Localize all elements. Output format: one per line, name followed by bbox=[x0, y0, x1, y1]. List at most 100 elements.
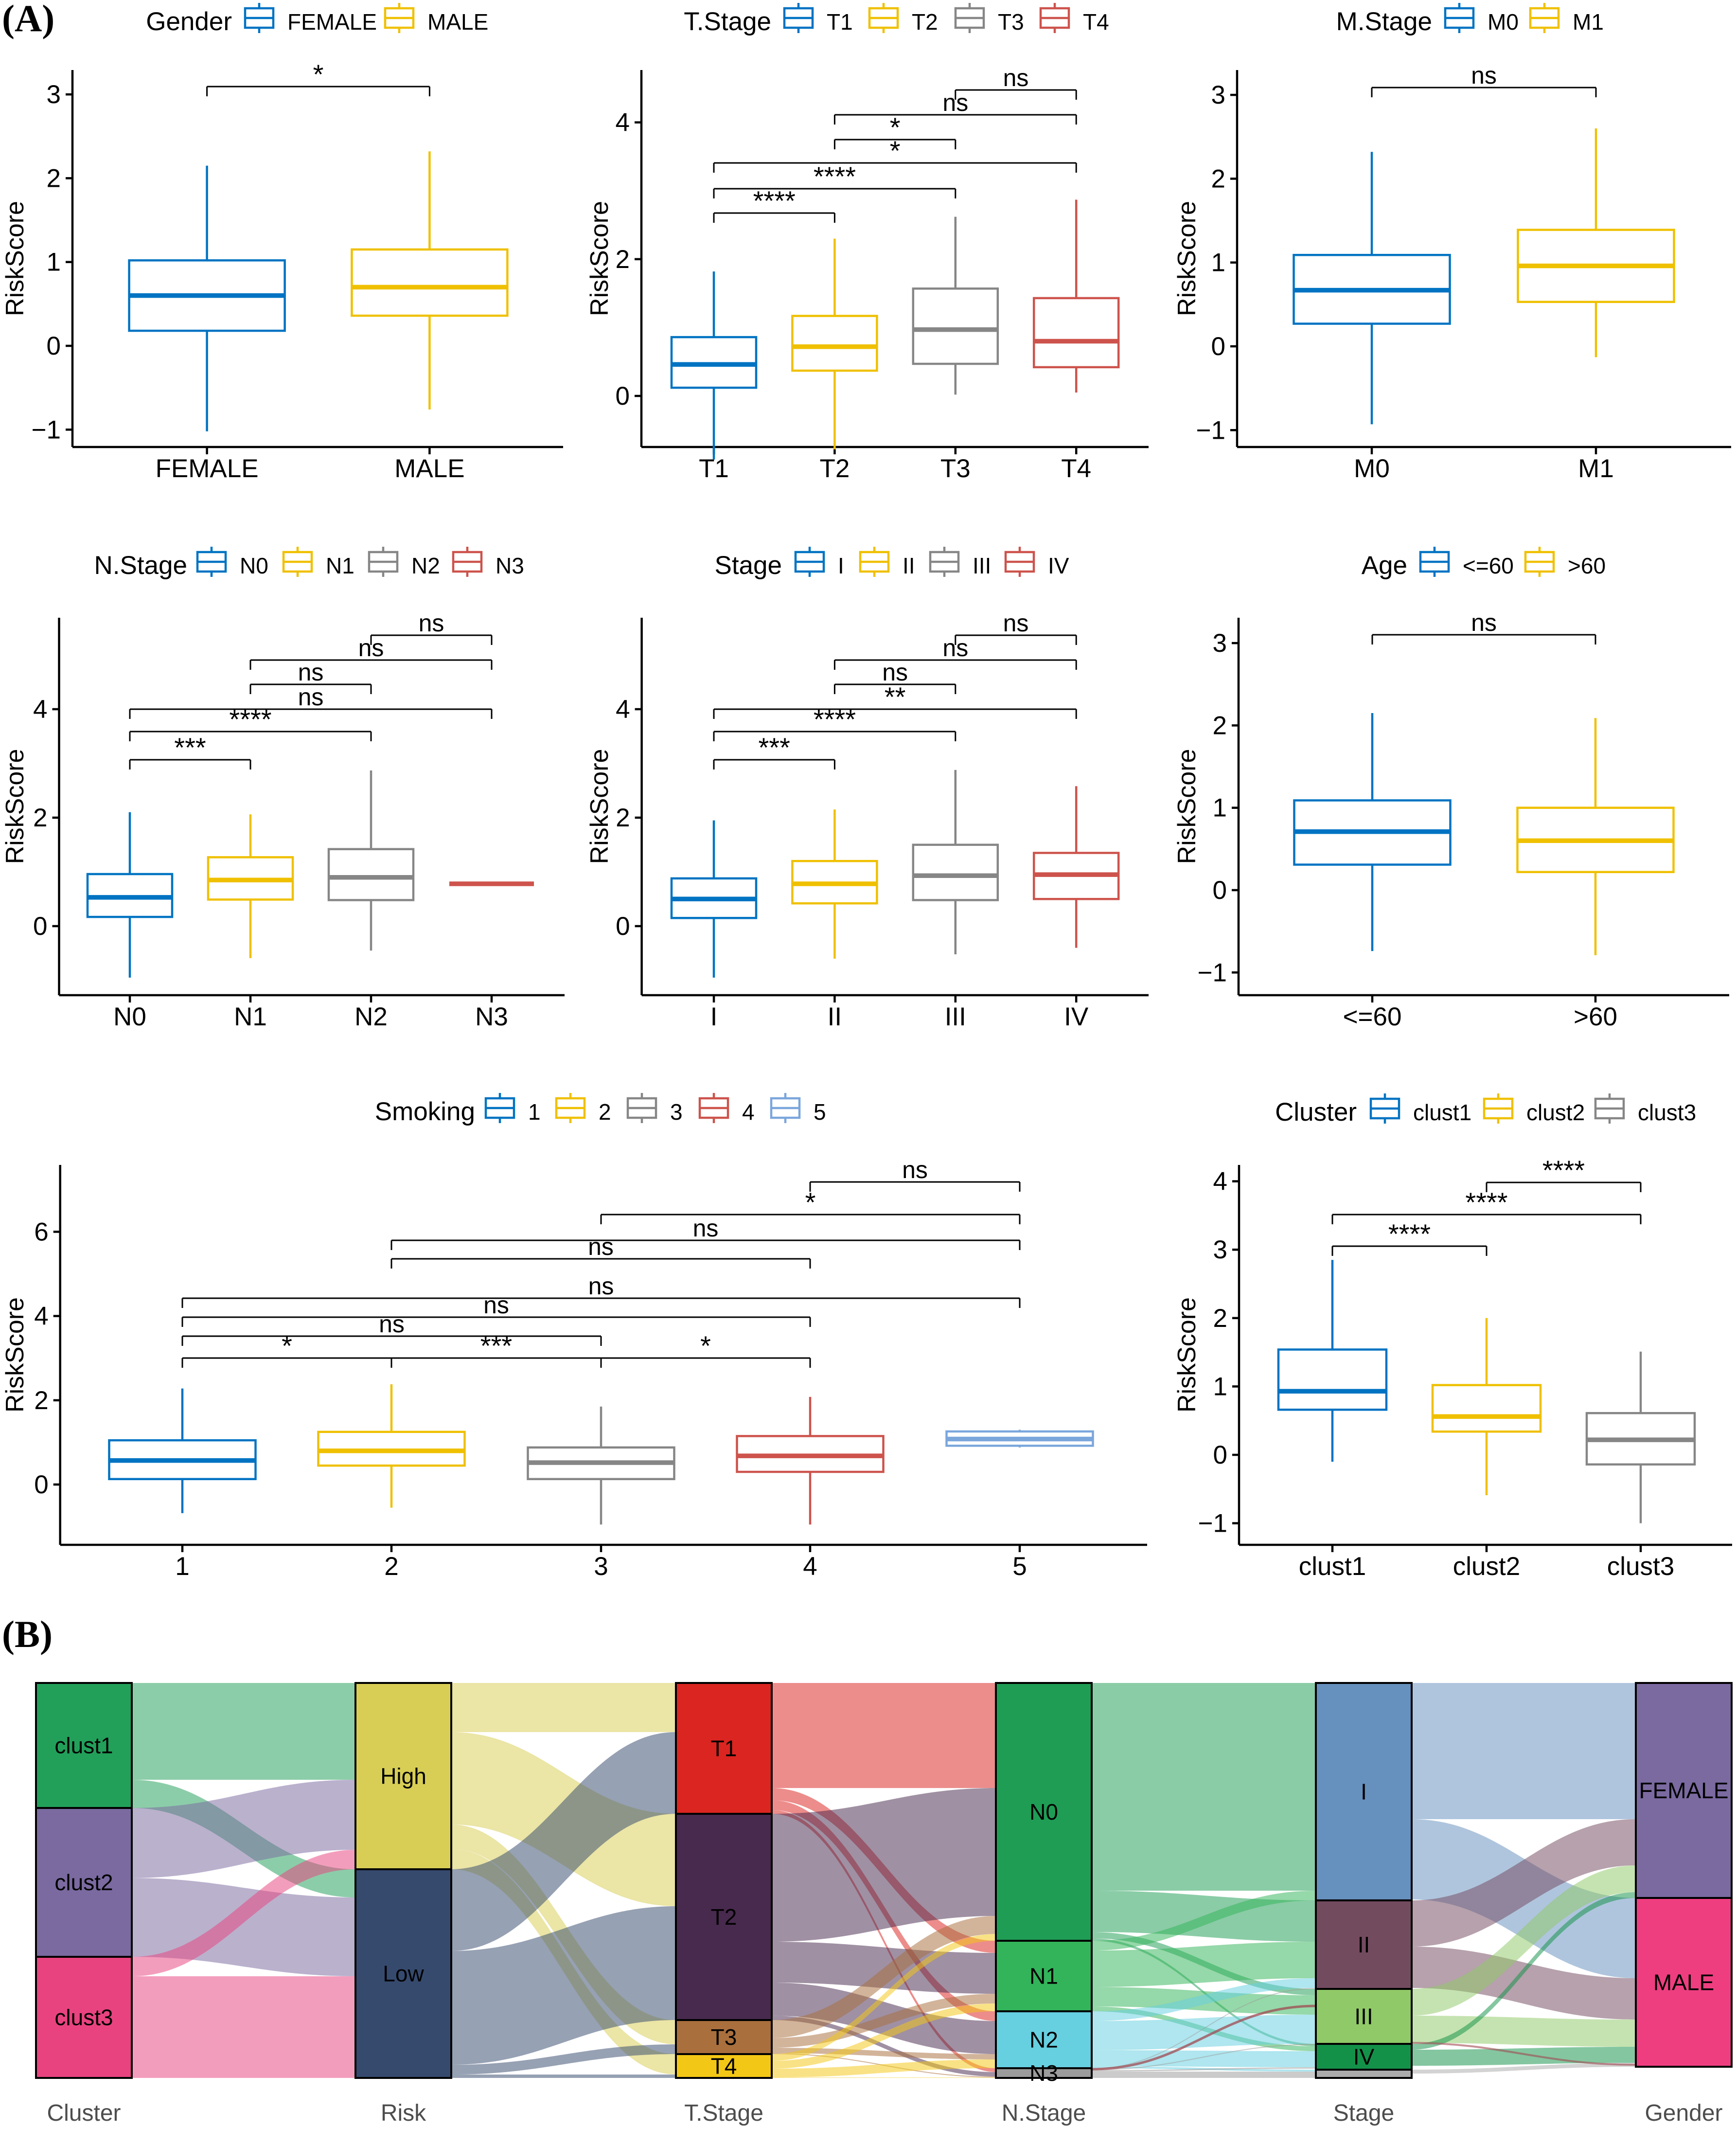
svg-text:T3: T3 bbox=[940, 454, 971, 483]
svg-text:RiskScore: RiskScore bbox=[1, 1297, 29, 1413]
svg-text:*: * bbox=[700, 1330, 711, 1361]
svg-text:2: 2 bbox=[616, 804, 630, 832]
svg-text:3: 3 bbox=[670, 1099, 683, 1125]
svg-text:N0: N0 bbox=[1029, 1799, 1058, 1825]
svg-text:>60: >60 bbox=[1574, 1002, 1617, 1031]
svg-text:T4: T4 bbox=[1083, 9, 1109, 35]
svg-text:High: High bbox=[380, 1764, 426, 1789]
svg-text:I: I bbox=[710, 1002, 718, 1031]
svg-text:2: 2 bbox=[34, 1386, 48, 1415]
svg-text:clust3: clust3 bbox=[1607, 1552, 1674, 1581]
svg-text:Age: Age bbox=[1362, 551, 1407, 580]
svg-text:<=60: <=60 bbox=[1463, 553, 1514, 578]
svg-text:T.Stage: T.Stage bbox=[684, 7, 771, 36]
svg-text:N.Stage: N.Stage bbox=[1002, 2100, 1086, 2126]
svg-text:2: 2 bbox=[616, 245, 630, 274]
svg-text:*: * bbox=[805, 1187, 816, 1217]
svg-text:*: * bbox=[890, 112, 901, 143]
svg-text:II: II bbox=[828, 1002, 842, 1031]
svg-text:3: 3 bbox=[1213, 629, 1227, 658]
svg-text:0: 0 bbox=[1213, 876, 1227, 905]
svg-text:T1: T1 bbox=[711, 1736, 737, 1761]
svg-text:clust1: clust1 bbox=[1299, 1552, 1366, 1581]
svg-text:0: 0 bbox=[616, 912, 630, 941]
svg-text:****: **** bbox=[814, 161, 856, 192]
svg-text:ns: ns bbox=[419, 609, 444, 637]
svg-text:MALE: MALE bbox=[394, 454, 464, 483]
svg-text:II: II bbox=[903, 553, 915, 578]
svg-text:ns: ns bbox=[1003, 609, 1029, 637]
svg-text:ns: ns bbox=[379, 1310, 405, 1338]
svg-text:**: ** bbox=[885, 681, 906, 712]
svg-text:N0: N0 bbox=[113, 1002, 146, 1031]
svg-text:RiskScore: RiskScore bbox=[1, 749, 29, 864]
svg-text:****: **** bbox=[753, 185, 796, 216]
svg-text:M.Stage: M.Stage bbox=[1336, 7, 1432, 36]
svg-text:4: 4 bbox=[33, 695, 47, 724]
svg-text:N3: N3 bbox=[1029, 2060, 1058, 2086]
svg-text:IV: IV bbox=[1064, 1002, 1089, 1031]
svg-text:Gender: Gender bbox=[1645, 2100, 1722, 2126]
svg-text:ns: ns bbox=[588, 1233, 614, 1260]
svg-text:5: 5 bbox=[814, 1099, 826, 1125]
svg-text:T3: T3 bbox=[998, 9, 1024, 35]
svg-text:1: 1 bbox=[175, 1552, 189, 1581]
svg-text:Cluster: Cluster bbox=[1275, 1098, 1357, 1127]
svg-text:Stage: Stage bbox=[714, 551, 782, 580]
svg-text:1: 1 bbox=[528, 1099, 541, 1125]
svg-text:5: 5 bbox=[1012, 1552, 1027, 1581]
svg-text:N3: N3 bbox=[475, 1002, 508, 1031]
svg-text:6: 6 bbox=[34, 1217, 48, 1246]
svg-text:0: 0 bbox=[47, 332, 61, 360]
svg-text:4: 4 bbox=[616, 695, 630, 724]
svg-text:N2: N2 bbox=[354, 1002, 388, 1031]
svg-text:*: * bbox=[313, 59, 324, 89]
svg-text:M1: M1 bbox=[1578, 454, 1614, 483]
svg-text:1: 1 bbox=[47, 248, 61, 277]
svg-text:ns: ns bbox=[902, 1156, 928, 1183]
svg-text:4: 4 bbox=[1213, 1167, 1227, 1196]
svg-text:****: **** bbox=[1388, 1218, 1431, 1249]
svg-text:4: 4 bbox=[742, 1099, 755, 1125]
svg-text:1: 1 bbox=[1213, 794, 1227, 823]
svg-text:I: I bbox=[1361, 1779, 1367, 1805]
svg-text:T1: T1 bbox=[827, 9, 853, 35]
svg-text:2: 2 bbox=[1213, 711, 1227, 740]
svg-text:****: **** bbox=[1542, 1155, 1585, 1185]
svg-text:1: 1 bbox=[1213, 1372, 1227, 1401]
svg-text:MALE: MALE bbox=[1653, 1970, 1714, 1995]
svg-text:3: 3 bbox=[1213, 1235, 1227, 1264]
svg-text:−1: −1 bbox=[1196, 416, 1225, 445]
svg-text:3: 3 bbox=[594, 1552, 608, 1581]
svg-text:III: III bbox=[945, 1002, 966, 1031]
svg-text:N0: N0 bbox=[240, 553, 268, 578]
svg-text:ns: ns bbox=[298, 659, 324, 686]
svg-text:(A): (A) bbox=[2, 0, 54, 39]
svg-text:0: 0 bbox=[33, 912, 47, 941]
svg-text:ns: ns bbox=[882, 659, 908, 686]
svg-text:ns: ns bbox=[298, 683, 324, 711]
svg-text:N2: N2 bbox=[411, 553, 440, 578]
svg-text:***: *** bbox=[759, 732, 790, 763]
svg-text:FEMALE: FEMALE bbox=[156, 454, 259, 483]
svg-text:Stage: Stage bbox=[1333, 2100, 1394, 2126]
svg-text:4: 4 bbox=[616, 108, 630, 137]
svg-text:4: 4 bbox=[34, 1302, 48, 1331]
svg-text:0: 0 bbox=[34, 1470, 48, 1499]
svg-text:−1: −1 bbox=[32, 415, 61, 444]
svg-text:N3: N3 bbox=[496, 553, 524, 578]
svg-text:T2: T2 bbox=[912, 9, 938, 35]
svg-text:(B): (B) bbox=[2, 1613, 53, 1655]
svg-text:clust1: clust1 bbox=[1413, 1100, 1471, 1125]
svg-text:>60: >60 bbox=[1568, 553, 1606, 578]
svg-text:Smoking: Smoking bbox=[375, 1097, 475, 1126]
svg-text:2: 2 bbox=[384, 1552, 398, 1581]
svg-text:2: 2 bbox=[47, 164, 61, 193]
svg-text:2: 2 bbox=[1211, 164, 1225, 193]
svg-text:N1: N1 bbox=[234, 1002, 267, 1031]
svg-text:0: 0 bbox=[1213, 1441, 1227, 1469]
svg-text:N1: N1 bbox=[326, 553, 354, 578]
svg-text:MALE: MALE bbox=[427, 9, 488, 35]
svg-text:I: I bbox=[838, 553, 844, 578]
svg-text:*: * bbox=[282, 1330, 292, 1361]
